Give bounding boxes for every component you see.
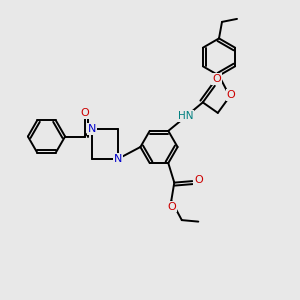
Text: N: N	[114, 154, 122, 164]
Text: O: O	[212, 74, 221, 84]
Text: O: O	[226, 90, 236, 100]
Text: HN: HN	[178, 111, 193, 121]
Text: N: N	[88, 124, 96, 134]
Text: O: O	[194, 175, 203, 184]
Text: O: O	[167, 202, 176, 212]
Text: O: O	[80, 108, 89, 118]
